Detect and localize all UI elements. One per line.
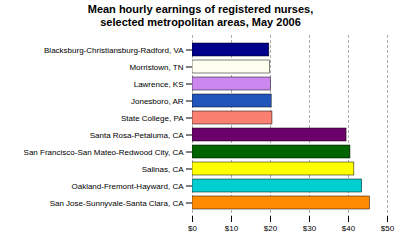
svg-text:Morristown, TN: Morristown, TN <box>129 63 183 72</box>
svg-text:Jonesboro, AR: Jonesboro, AR <box>131 97 184 106</box>
svg-text:Oakland-Fremont-Hayward, CA: Oakland-Fremont-Hayward, CA <box>71 182 184 191</box>
svg-text:$40: $40 <box>342 224 356 233</box>
svg-text:Lawrence, KS: Lawrence, KS <box>134 80 184 89</box>
svg-text:$20: $20 <box>264 224 278 233</box>
svg-text:San Jose-Sunnyvale-Santa Clara: San Jose-Sunnyvale-Santa Clara, CA <box>50 199 185 208</box>
svg-text:$30: $30 <box>303 224 317 233</box>
svg-text:$0: $0 <box>188 224 197 233</box>
svg-text:Santa Rosa-Petaluma, CA: Santa Rosa-Petaluma, CA <box>90 131 184 140</box>
svg-text:State College, PA: State College, PA <box>121 114 184 123</box>
svg-text:Salinas, CA: Salinas, CA <box>142 165 184 174</box>
svg-text:$50: $50 <box>381 224 395 233</box>
html-text:Mean hourly earnings of regist: Mean hourly earnings of registered nurse… <box>87 3 314 28</box>
svg-text:San Francisco-San Mateo-Redwoo: San Francisco-San Mateo-Redwood City, CA <box>24 148 185 157</box>
svg-text:Blacksburg-Christiansburg-Radf: Blacksburg-Christiansburg-Radford, VA <box>44 46 184 55</box>
svg-text:$10: $10 <box>225 224 239 233</box>
